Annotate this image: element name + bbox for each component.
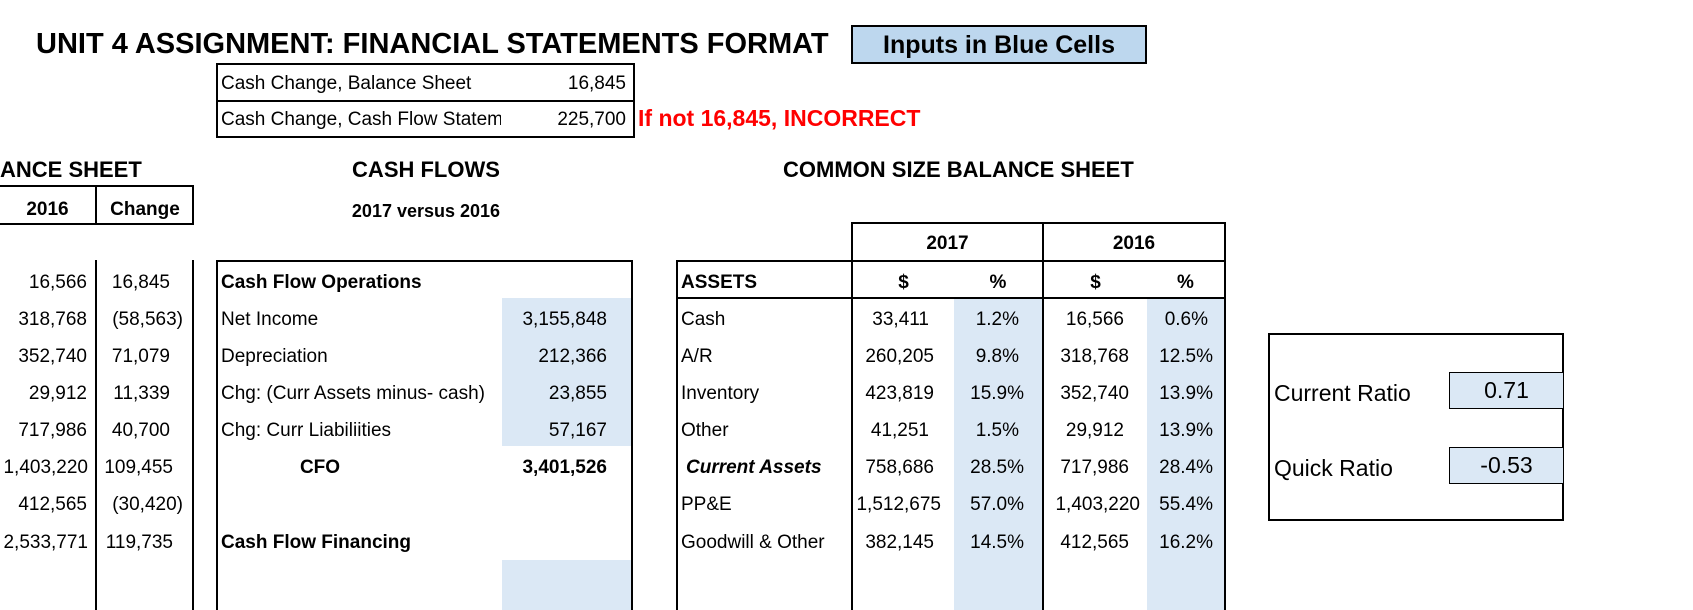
balance-col-change: Change xyxy=(110,199,180,220)
cash-flows-subtitle: 2017 versus 2016 xyxy=(351,201,501,221)
balance-2016-ar: 318,768 xyxy=(18,309,87,330)
cs-d16-cash: 16,566 xyxy=(1065,309,1124,330)
cf-value-depreciation: 212,366 xyxy=(538,346,607,367)
cs-p16-other: 13.9% xyxy=(1159,420,1213,441)
cs-d17-other: 41,251 xyxy=(870,420,929,441)
page-title: UNIT 4 ASSIGNMENT: FINANCIAL STATEMENTS … xyxy=(36,28,829,60)
balance-change-ppe: 109,455 xyxy=(104,457,173,478)
cf-label-net-income: Net Income xyxy=(221,309,319,330)
cs-d16-ppe: 1,403,220 xyxy=(1055,494,1140,515)
cs-label-ppe: PP&E xyxy=(681,494,732,515)
cs-p16-current-assets: 28.4% xyxy=(1159,457,1213,478)
cf-label-depreciation: Depreciation xyxy=(221,346,328,367)
balance-change-current-assets: 40,700 xyxy=(111,420,170,441)
current-ratio-label: Current Ratio xyxy=(1274,380,1411,406)
cf-label-chg-curr-assets: Chg: (Curr Assets minus- cash) xyxy=(221,383,485,404)
balance-2016-total: 2,533,771 xyxy=(3,532,88,553)
cs-p16-cash: 0.6% xyxy=(1164,309,1208,330)
current-ratio-value: 0.71 xyxy=(1449,372,1564,409)
cs-p16-ar: 12.5% xyxy=(1159,346,1213,367)
cs-label-other: Other xyxy=(681,420,729,441)
cs-d17-inventory: 423,819 xyxy=(865,383,934,404)
cs-label-ar: A/R xyxy=(681,346,713,367)
cs-p17-ppe: 57.0% xyxy=(970,494,1024,515)
cs-p17-cash: 1.2% xyxy=(975,309,1019,330)
cs-label-cash: Cash xyxy=(681,309,726,330)
balance-2016-cash: 16,566 xyxy=(28,272,87,293)
cf-cfo-value: 3,401,526 xyxy=(522,457,607,478)
cf-financing-input xyxy=(502,560,631,610)
inputs-legend: Inputs in Blue Cells xyxy=(851,25,1147,64)
cs-label-current-assets: Current Assets xyxy=(686,457,822,478)
cs-d17-ar: 260,205 xyxy=(865,346,934,367)
cs-pct-2017: % xyxy=(989,272,1007,293)
cf-label-chg-curr-liabilities: Chg: Curr Liabiliities xyxy=(221,420,392,441)
balance-col-2016: 2016 xyxy=(26,199,69,220)
balance-2016-other: 29,912 xyxy=(28,383,87,404)
balance-change-goodwill: (30,420) xyxy=(112,494,183,515)
common-size-title: COMMON SIZE BALANCE SHEET xyxy=(783,157,1134,182)
cs-year-2017: 2017 xyxy=(926,233,969,254)
cs-p16-ppe: 55.4% xyxy=(1159,494,1213,515)
cs-assets-label: ASSETS xyxy=(681,272,758,293)
cs-d16-goodwill: 412,565 xyxy=(1060,532,1129,553)
balance-change-cash: 16,845 xyxy=(111,272,170,293)
cs-pct-2016-column xyxy=(1147,298,1224,610)
check-value-balance: 16,845 xyxy=(567,73,626,94)
cf-operations-header: Cash Flow Operations xyxy=(221,272,422,293)
cs-p16-goodwill: 16.2% xyxy=(1159,532,1213,553)
cs-p17-inventory: 15.9% xyxy=(970,383,1024,404)
cf-value-chg-curr-liabilities: 57,167 xyxy=(548,420,607,441)
ratios-box xyxy=(1268,333,1564,521)
cs-d16-current-assets: 717,986 xyxy=(1060,457,1129,478)
cs-d17-goodwill: 382,145 xyxy=(865,532,934,553)
cs-d17-cash: 33,411 xyxy=(872,309,929,330)
balance-2016-goodwill: 412,565 xyxy=(18,494,87,515)
cs-dollar-2017: $ xyxy=(898,272,909,293)
check-value-cashflow: 225,700 xyxy=(557,109,626,130)
cs-d16-ar: 318,768 xyxy=(1060,346,1129,367)
cf-value-net-income: 3,155,848 xyxy=(522,309,607,330)
balance-2016-ppe: 1,403,220 xyxy=(3,457,88,478)
balance-change-other: 11,339 xyxy=(113,383,170,404)
cs-label-goodwill: Goodwill & Other xyxy=(681,532,825,553)
cs-p17-other: 1.5% xyxy=(975,420,1019,441)
check-label-cashflow: Cash Change, Cash Flow Statemer xyxy=(221,109,501,130)
cs-d17-current-assets: 758,686 xyxy=(865,457,934,478)
cs-d16-inventory: 352,740 xyxy=(1060,383,1129,404)
balance-change-ar: (58,563) xyxy=(112,309,183,330)
cf-value-chg-curr-assets: 23,855 xyxy=(548,383,607,404)
cf-cfo-label: CFO xyxy=(299,457,341,478)
cf-financing-header: Cash Flow Financing xyxy=(221,532,412,553)
balance-sheet-header-box xyxy=(0,185,194,225)
quick-ratio-value: -0.53 xyxy=(1449,447,1564,484)
cs-d16-other: 29,912 xyxy=(1065,420,1124,441)
balance-change-total: 119,735 xyxy=(105,532,173,553)
cs-d17-ppe: 1,512,675 xyxy=(856,494,941,515)
balance-change-inventory: 71,079 xyxy=(111,346,170,367)
cs-year-2016: 2016 xyxy=(1112,233,1156,254)
balance-2016-current-assets: 717,986 xyxy=(18,420,87,441)
cf-input-column xyxy=(502,298,631,446)
cs-p17-current-assets: 28.5% xyxy=(970,457,1024,478)
quick-ratio-label: Quick Ratio xyxy=(1274,455,1393,481)
cs-dollar-2016: $ xyxy=(1090,272,1101,293)
cs-p17-goodwill: 14.5% xyxy=(970,532,1024,553)
balance-sheet-title: ANCE SHEET xyxy=(0,157,142,182)
balance-2016-inventory: 352,740 xyxy=(18,346,87,367)
cs-pct-2016: % xyxy=(1177,272,1194,293)
cs-pct-2017-column xyxy=(954,298,1042,610)
cs-label-inventory: Inventory xyxy=(681,383,760,404)
cash-flows-title: CASH FLOWS xyxy=(352,157,500,182)
check-label-balance: Cash Change, Balance Sheet xyxy=(221,73,472,94)
check-warning: If not 16,845, INCORRECT xyxy=(638,105,921,131)
cs-p17-ar: 9.8% xyxy=(975,346,1019,367)
cs-p16-inventory: 13.9% xyxy=(1159,383,1213,404)
